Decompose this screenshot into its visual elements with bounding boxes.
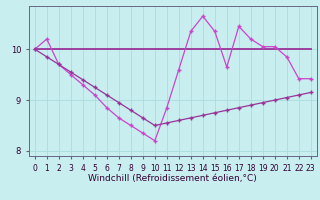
X-axis label: Windchill (Refroidissement éolien,°C): Windchill (Refroidissement éolien,°C) <box>88 174 257 183</box>
